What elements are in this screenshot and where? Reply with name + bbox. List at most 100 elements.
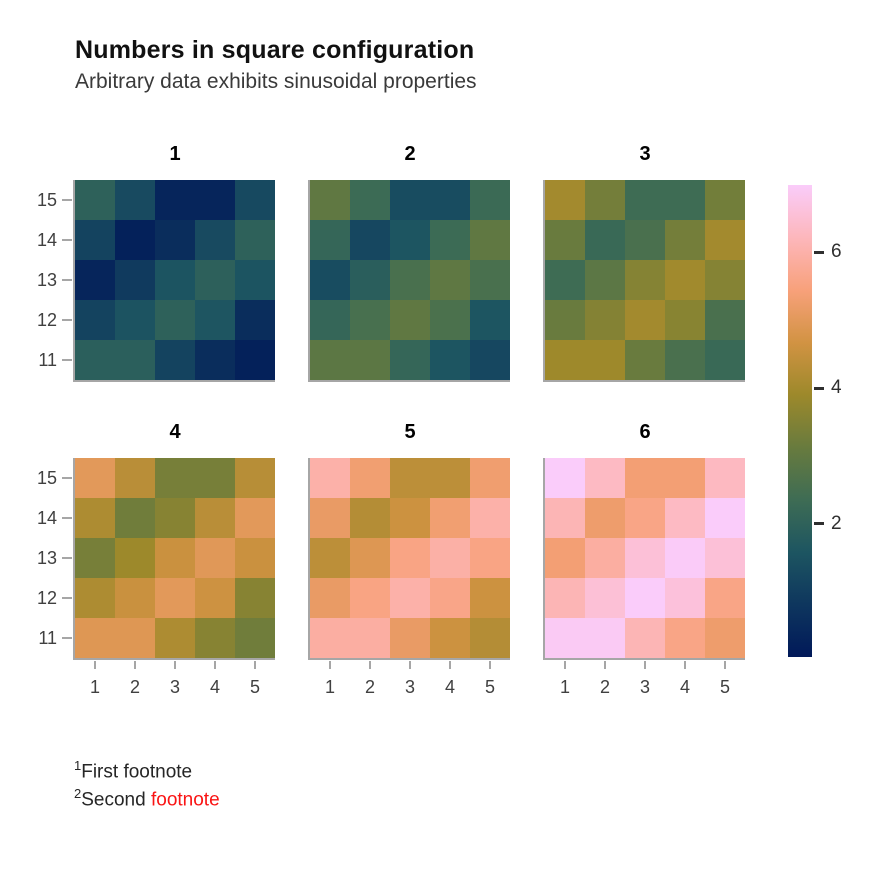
facet-title-3: 3 (639, 143, 651, 165)
heatmap-cell-f1-x5-y12 (235, 300, 275, 340)
heatmap-cell-f3-x4-y13 (665, 260, 705, 300)
heatmap-cell-f5-x4-y11 (430, 618, 470, 658)
heatmap-cell-f3-x5-y11 (705, 340, 745, 380)
footnote-1: 1First footnote (74, 758, 192, 783)
heatmap-cell-f5-x2-y13 (350, 538, 390, 578)
chart-subtitle: Arbitrary data exhibits sinusoidal prope… (75, 70, 477, 93)
heatmap-cell-f3-x1-y11 (545, 340, 585, 380)
heatmap-cell-f1-x2-y14 (115, 220, 155, 260)
heatmap-cell-f2-x4-y13 (430, 260, 470, 300)
x-tick-mark (604, 661, 606, 669)
heatmap-cell-f5-x5-y15 (470, 458, 510, 498)
heatmap-cell-f6-x4-y12 (665, 578, 705, 618)
heatmap-cell-f2-x1-y11 (310, 340, 350, 380)
x-tick-label-3: 3 (404, 677, 415, 697)
heatmap-panel-2 (308, 180, 510, 382)
facet-title-2: 2 (404, 143, 416, 165)
heatmap-cell-f6-x4-y13 (665, 538, 705, 578)
x-tick-label-2: 2 (129, 677, 140, 697)
heatmap-cell-f3-x1-y15 (545, 180, 585, 220)
heatmap-cell-f2-x3-y11 (390, 340, 430, 380)
heatmap-cell-f3-x5-y15 (705, 180, 745, 220)
heatmap-cell-f1-x3-y11 (155, 340, 195, 380)
heatmap-cell-f6-x3-y11 (625, 618, 665, 658)
heatmap-cell-f2-x5-y15 (470, 180, 510, 220)
x-tick-mark (134, 661, 136, 669)
x-tick-mark (489, 661, 491, 669)
colorbar-tick-mark (814, 386, 824, 390)
heatmap-cell-f2-x2-y11 (350, 340, 390, 380)
heatmap-cell-f2-x1-y14 (310, 220, 350, 260)
heatmap-cell-f2-x4-y12 (430, 300, 470, 340)
x-tick-label-1: 1 (324, 677, 335, 697)
heatmap-cell-f3-x2-y13 (585, 260, 625, 300)
x-tick-mark (329, 661, 331, 669)
heatmap-cell-f2-x5-y12 (470, 300, 510, 340)
x-tick-mark (94, 661, 96, 669)
x-tick-label-1: 1 (89, 677, 100, 697)
heatmap-cell-f2-x1-y15 (310, 180, 350, 220)
heatmap-panel-3 (543, 180, 745, 382)
heatmap-cell-f5-x1-y11 (310, 618, 350, 658)
y-tick-mark (62, 477, 72, 479)
x-tick-mark (409, 661, 411, 669)
heatmap-cell-f6-x3-y14 (625, 498, 665, 538)
heatmap-cell-f5-x5-y13 (470, 538, 510, 578)
heatmap-cell-f3-x4-y11 (665, 340, 705, 380)
heatmap-cell-f3-x3-y13 (625, 260, 665, 300)
heatmap-cell-f4-x3-y13 (155, 538, 195, 578)
heatmap-cell-f2-x5-y14 (470, 220, 510, 260)
heatmap-cell-f6-x2-y11 (585, 618, 625, 658)
heatmap-cell-f3-x3-y11 (625, 340, 665, 380)
heatmap-cell-f3-x3-y15 (625, 180, 665, 220)
heatmap-cell-f4-x2-y11 (115, 618, 155, 658)
colorbar-tick-label-6: 6 (831, 241, 842, 263)
heatmap-cell-f3-x3-y12 (625, 300, 665, 340)
heatmap-cell-f1-x5-y11 (235, 340, 275, 380)
heatmap-cell-f3-x4-y14 (665, 220, 705, 260)
heatmap-cell-f4-x5-y12 (235, 578, 275, 618)
heatmap-cell-f2-x4-y15 (430, 180, 470, 220)
y-tick-mark (62, 517, 72, 519)
heatmap-cell-f4-x4-y11 (195, 618, 235, 658)
heatmap-cell-f4-x5-y15 (235, 458, 275, 498)
y-tick-label-14: 14 (36, 508, 57, 528)
heatmap-cell-f6-x2-y14 (585, 498, 625, 538)
y-tick-mark (62, 279, 72, 281)
heatmap-cell-f6-x3-y13 (625, 538, 665, 578)
heatmap-cell-f1-x5-y13 (235, 260, 275, 300)
x-tick-mark (254, 661, 256, 669)
heatmap-cell-f5-x3-y13 (390, 538, 430, 578)
y-tick-mark (62, 239, 72, 241)
x-tick-mark (174, 661, 176, 669)
heatmap-cell-f1-x1-y12 (75, 300, 115, 340)
heatmap-cell-f6-x5-y14 (705, 498, 745, 538)
heatmap-cell-f5-x5-y14 (470, 498, 510, 538)
heatmap-cell-f6-x5-y11 (705, 618, 745, 658)
footnote-highlighted-text: footnote (150, 789, 220, 811)
heatmap-cell-f5-x3-y12 (390, 578, 430, 618)
heatmap-cell-f6-x4-y15 (665, 458, 705, 498)
heatmap-cell-f3-x5-y14 (705, 220, 745, 260)
heatmap-cell-f1-x3-y12 (155, 300, 195, 340)
heatmap-cell-f1-x4-y13 (195, 260, 235, 300)
heatmap-cell-f5-x1-y15 (310, 458, 350, 498)
y-tick-label-11: 11 (38, 628, 57, 648)
heatmap-cell-f4-x4-y13 (195, 538, 235, 578)
heatmap-cell-f5-x2-y11 (350, 618, 390, 658)
x-tick-label-5: 5 (484, 677, 495, 697)
heatmap-cell-f5-x5-y12 (470, 578, 510, 618)
heatmap-cell-f4-x4-y15 (195, 458, 235, 498)
heatmap-cell-f3-x2-y12 (585, 300, 625, 340)
heatmap-cell-f4-x1-y13 (75, 538, 115, 578)
colorbar-tick-label-2: 2 (831, 512, 842, 534)
heatmap-panel-1 (73, 180, 275, 382)
heatmap-cell-f6-x2-y13 (585, 538, 625, 578)
heatmap-cell-f5-x5-y11 (470, 618, 510, 658)
heatmap-cell-f5-x4-y13 (430, 538, 470, 578)
heatmap-cell-f2-x3-y12 (390, 300, 430, 340)
heatmap-cell-f6-x1-y12 (545, 578, 585, 618)
heatmap-cell-f5-x3-y14 (390, 498, 430, 538)
heatmap-cell-f3-x4-y12 (665, 300, 705, 340)
heatmap-cell-f4-x4-y14 (195, 498, 235, 538)
